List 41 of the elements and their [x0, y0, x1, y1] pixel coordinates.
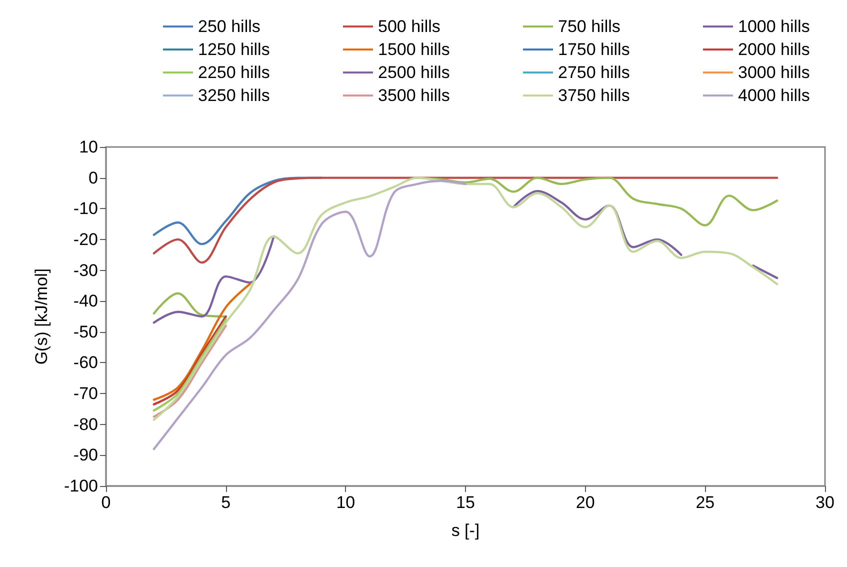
legend-label: 1250 hills	[198, 40, 270, 59]
legend-label: 1000 hills	[738, 17, 810, 36]
legend-label: 3250 hills	[198, 86, 270, 105]
legend-label: 500 hills	[378, 17, 440, 36]
line-series	[152, 180, 467, 450]
legend-label: 250 hills	[198, 17, 260, 36]
y-tick-label: -100	[64, 476, 98, 496]
y-tick-label: -50	[73, 322, 98, 342]
y-tick-label: -30	[73, 260, 98, 280]
y-tick-label: -20	[73, 230, 98, 249]
y-tick-label: -80	[73, 414, 98, 434]
legend-label: 2250 hills	[198, 63, 270, 82]
legend-label: 2750 hills	[558, 63, 630, 82]
legend-label: 750 hills	[558, 17, 620, 36]
y-tick-label: -90	[73, 446, 98, 465]
x-tick-label: 15	[456, 493, 475, 512]
x-tick-label: 25	[696, 493, 715, 512]
legend-label: 2500 hills	[378, 63, 450, 82]
x-tick-label: 5	[221, 493, 231, 512]
y-tick-label: -60	[73, 353, 98, 372]
legend-label: 3000 hills	[738, 63, 810, 82]
legend-label: 3500 hills	[378, 86, 450, 105]
line-series	[152, 283, 251, 401]
y-axis-title: G(s) [kJ/mol]	[32, 268, 51, 365]
x-tick-label: 20	[576, 493, 595, 512]
line-series	[152, 176, 778, 421]
x-tick-label: 0	[101, 493, 111, 512]
y-tick-label: -40	[73, 292, 98, 311]
legend-label: 1500 hills	[378, 40, 450, 59]
y-tick-label: -10	[73, 199, 98, 218]
x-tick-label: 10	[336, 493, 356, 512]
y-tick-label: 10	[79, 138, 98, 156]
legend-label: 3750 hills	[558, 86, 630, 105]
legend-label: 2000 hills	[738, 40, 810, 59]
line-series	[152, 176, 778, 264]
legend-label: 4000 hills	[738, 86, 810, 105]
x-axis-title: s [-]	[451, 521, 480, 540]
y-tick-label: 0	[88, 168, 98, 188]
y-tick-label: -70	[73, 384, 98, 404]
legend-label: 1750 hills	[558, 40, 630, 59]
x-tick-label: 30	[816, 493, 834, 512]
